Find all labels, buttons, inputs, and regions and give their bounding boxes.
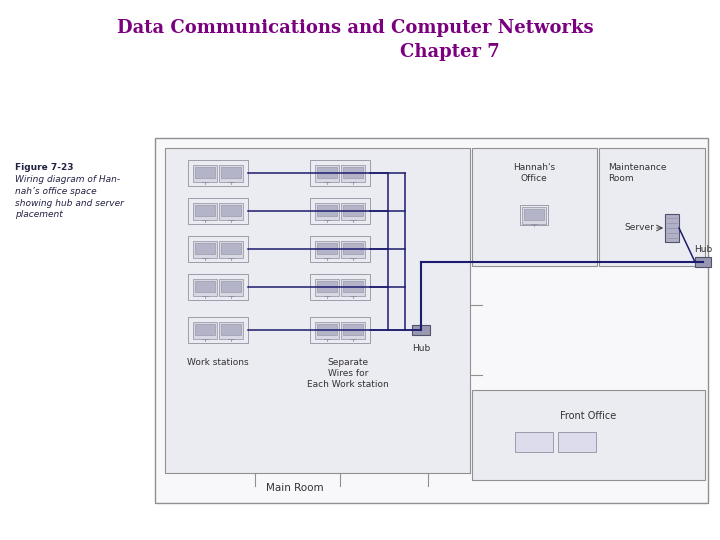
Text: Main Room: Main Room [266, 483, 324, 493]
Bar [343, 166, 363, 178]
Bar [343, 323, 363, 334]
Bar [695, 257, 711, 267]
Bar [195, 205, 215, 215]
Bar [343, 205, 363, 215]
Bar [188, 274, 248, 300]
Text: Work stations: Work stations [187, 358, 249, 367]
Bar [195, 280, 215, 292]
Text: Wiring diagram of Han-
nah’s office space
showing hub and server
placement: Wiring diagram of Han- nah’s office spac… [15, 175, 124, 219]
Bar [193, 279, 217, 295]
Bar [188, 236, 248, 262]
Bar [341, 165, 365, 181]
Text: Hub: Hub [694, 245, 712, 254]
Bar [665, 214, 679, 242]
Bar [193, 240, 217, 258]
Bar [195, 166, 215, 178]
Bar [515, 432, 553, 452]
Bar [219, 165, 243, 181]
Bar [472, 148, 597, 266]
Bar [315, 202, 339, 219]
Bar [219, 240, 243, 258]
Bar [599, 148, 705, 266]
Bar [155, 138, 708, 503]
Text: Front Office: Front Office [560, 411, 616, 421]
Bar [188, 317, 248, 343]
Text: Data Communications and Computer Networks: Data Communications and Computer Network… [117, 19, 593, 37]
Bar [310, 317, 370, 343]
Text: Server: Server [624, 224, 654, 233]
Bar [317, 280, 337, 292]
Bar [341, 321, 365, 339]
Bar [522, 206, 546, 224]
Bar [219, 279, 243, 295]
Bar [195, 242, 215, 253]
Bar [221, 205, 241, 215]
Bar [221, 166, 241, 178]
Bar [524, 208, 544, 219]
Bar [315, 165, 339, 181]
Text: Hub: Hub [412, 344, 430, 353]
Bar [193, 165, 217, 181]
Bar [343, 242, 363, 253]
Bar [219, 321, 243, 339]
Bar [343, 280, 363, 292]
Bar [315, 279, 339, 295]
Bar [188, 198, 248, 224]
Bar [341, 279, 365, 295]
Bar [317, 242, 337, 253]
Text: Separate
Wires for
Each Work station: Separate Wires for Each Work station [307, 358, 389, 389]
Bar [310, 236, 370, 262]
Bar [315, 321, 339, 339]
Text: Maintenance
Room: Maintenance Room [608, 163, 667, 183]
Bar [520, 205, 548, 225]
Bar [315, 240, 339, 258]
Bar [195, 323, 215, 334]
Bar [165, 148, 470, 473]
Text: Hannah's
Office: Hannah's Office [513, 163, 555, 183]
Bar [188, 160, 248, 186]
Bar [558, 432, 596, 452]
Bar [221, 323, 241, 334]
Bar [193, 202, 217, 219]
Bar [219, 202, 243, 219]
Bar [310, 274, 370, 300]
Bar [310, 198, 370, 224]
Text: Chapter 7: Chapter 7 [400, 43, 500, 61]
Bar [193, 321, 217, 339]
Bar [412, 325, 430, 335]
Bar [317, 323, 337, 334]
Bar [317, 205, 337, 215]
Bar [221, 242, 241, 253]
Bar [221, 280, 241, 292]
Text: Figure 7-23: Figure 7-23 [15, 163, 73, 172]
Bar [472, 390, 705, 480]
Bar [310, 160, 370, 186]
Bar [341, 202, 365, 219]
Bar [317, 166, 337, 178]
Bar [341, 240, 365, 258]
